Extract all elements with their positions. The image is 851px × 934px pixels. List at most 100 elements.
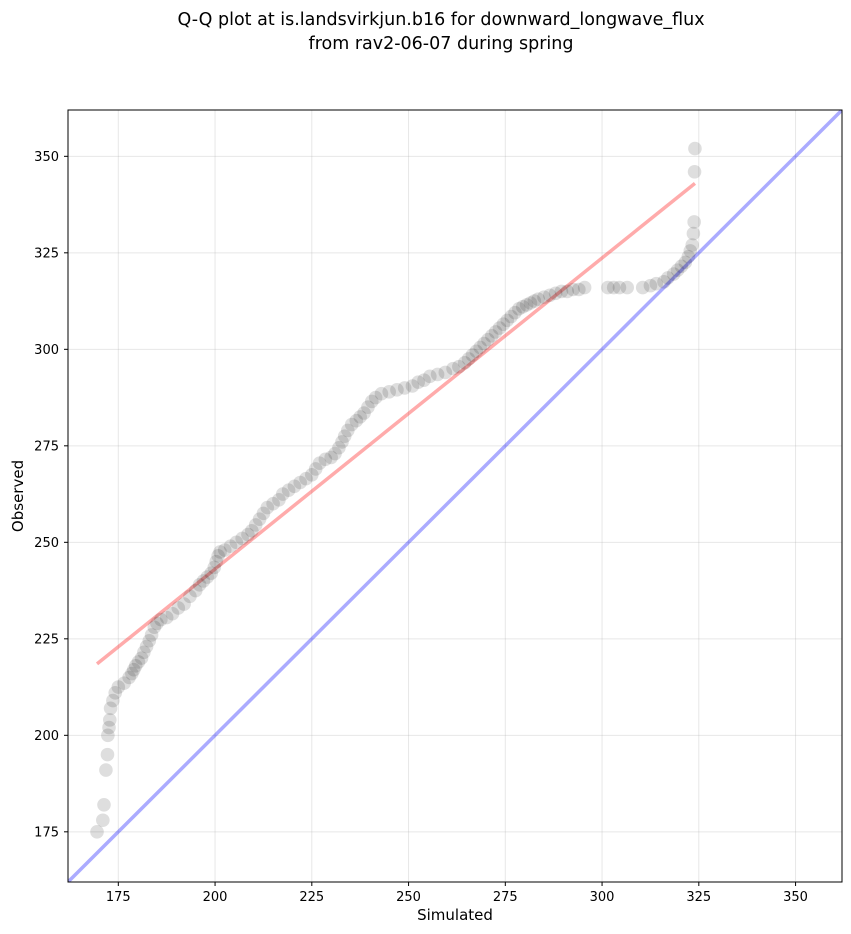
data-point [111, 680, 126, 694]
data-point [188, 583, 203, 598]
data-point [457, 356, 472, 370]
data-point [681, 249, 696, 264]
x-tick-label: 325 [686, 890, 711, 905]
data-point [500, 313, 515, 328]
data-point [245, 523, 259, 538]
data-point [150, 616, 164, 631]
data-point [139, 639, 154, 654]
data-point [481, 332, 495, 347]
data-point [666, 267, 681, 281]
data-point [674, 259, 689, 274]
data-point [335, 435, 349, 449]
data-point [200, 570, 215, 584]
data-point [171, 601, 186, 615]
data-point [324, 450, 338, 465]
data-point [217, 543, 232, 557]
data-point [229, 535, 244, 550]
data-point [465, 348, 480, 362]
data-point [96, 813, 110, 828]
data-point [134, 651, 149, 665]
data-point [492, 321, 507, 335]
data-point [635, 280, 650, 295]
data-point [670, 263, 685, 277]
data-point [165, 606, 180, 621]
data-point [364, 394, 379, 409]
data-point [126, 662, 141, 677]
data-point [281, 483, 296, 498]
data-point [128, 659, 143, 673]
data-point [548, 286, 563, 301]
data-point [577, 280, 592, 295]
data-point [207, 560, 222, 575]
data-point [108, 686, 123, 700]
data-point [357, 406, 371, 420]
data-point [100, 747, 115, 762]
data-point [405, 379, 420, 393]
data-point [266, 496, 280, 511]
y-tick-label: 325 [34, 246, 59, 261]
data-point [341, 423, 355, 438]
data-point [144, 628, 159, 642]
data-point [183, 589, 197, 604]
data-point [430, 367, 445, 382]
data-point [411, 375, 426, 389]
data-point [275, 487, 290, 501]
data-point [147, 620, 162, 635]
data-point [423, 369, 437, 384]
data-point [213, 545, 227, 559]
data-point [368, 390, 383, 405]
data-point [260, 500, 275, 515]
data-point [305, 467, 319, 482]
data-point [606, 280, 621, 295]
data-point [328, 446, 342, 461]
data-point [461, 352, 476, 366]
data-point [196, 574, 211, 588]
data-point [527, 294, 542, 308]
x-tick-label: 175 [106, 890, 131, 905]
data-point [154, 612, 168, 627]
data-point [256, 506, 271, 521]
data-point [687, 164, 702, 179]
data-point [293, 475, 308, 490]
data-point [248, 518, 263, 532]
data-point [103, 701, 118, 716]
data-point [159, 610, 174, 625]
data-point [299, 471, 313, 486]
data-point [452, 359, 466, 374]
data-point [543, 288, 557, 303]
data-point [612, 280, 627, 295]
data-point [531, 292, 546, 306]
data-point [312, 456, 327, 470]
data-point [122, 670, 136, 685]
data-point [438, 365, 453, 380]
y-tick-label: 225 [34, 632, 59, 647]
data-point [649, 276, 664, 291]
x-tick-label: 275 [493, 890, 518, 905]
chart-title-line-2: from rav2-06-07 during spring [309, 34, 574, 54]
data-point [361, 400, 375, 415]
data-point [688, 141, 702, 156]
data-point [537, 290, 551, 305]
data-point [241, 527, 255, 542]
data-point [308, 462, 323, 476]
x-tick-label: 350 [783, 890, 808, 905]
data-point [272, 493, 286, 507]
data-point [101, 728, 115, 743]
x-tick-label: 200 [203, 890, 228, 905]
data-point [620, 280, 635, 295]
scatter-points [90, 141, 702, 839]
data-point [446, 361, 460, 376]
data-point [683, 244, 698, 258]
plot-area [68, 110, 842, 882]
data-point [657, 274, 671, 289]
y-axis-label: Observed [9, 460, 27, 532]
data-point [566, 282, 580, 297]
data-point [512, 301, 526, 316]
data-point [102, 720, 116, 735]
data-point [484, 329, 499, 343]
data-point [252, 512, 267, 526]
y-tick-label: 200 [34, 729, 59, 744]
data-point [417, 373, 431, 388]
data-point [390, 383, 404, 397]
data-point [192, 577, 207, 592]
